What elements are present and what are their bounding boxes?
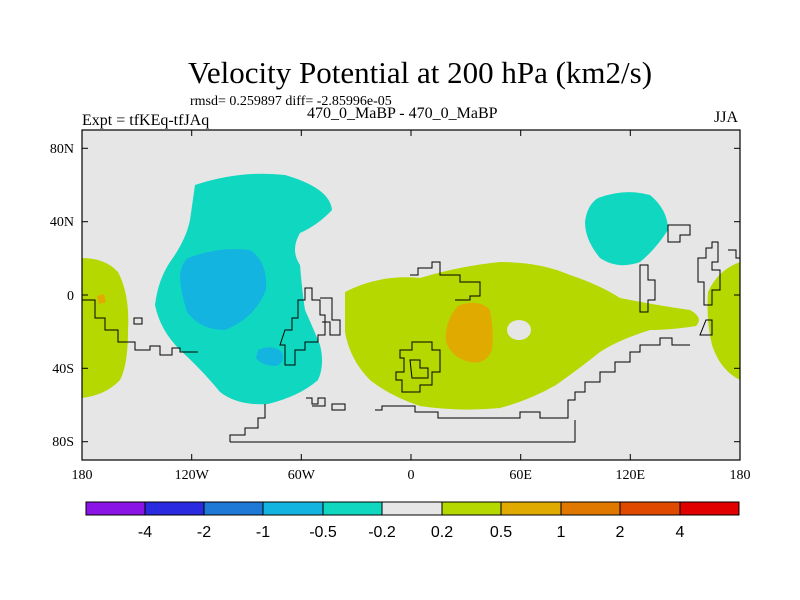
colorbar-swatch-10 [680,502,739,515]
lon-label-0: 0 [408,468,415,483]
lat-label-40n: 40N [50,215,74,230]
colorbar-label-1: -2 [197,524,211,541]
stats-line: rmsd= 0.259897 diff= -2.85996e-05 [190,94,392,109]
stronger-positive-spot [97,294,106,304]
experiment-label: Expt = tfKEq-tfJAq [82,112,210,129]
colorbar-swatch-3 [263,502,323,515]
latitude-tick-marks [82,147,740,443]
colorbar-label-9: 4 [676,524,685,541]
colorbar-swatch-4 [323,502,382,515]
colorbar-swatch-2 [204,502,263,515]
longitude-labels: 180 120W 60W 0 60E 120E 180 [72,468,751,483]
map-panel [81,129,741,461]
lon-label-180e: 180 [730,468,751,483]
colorbar-label-6: 0.5 [490,524,512,541]
stronger-negative-spot [256,347,284,366]
colorbar-label-3: -0.5 [309,524,337,541]
colorbar-label-5: 0.2 [431,524,453,541]
lon-label-60w: 60W [288,468,316,483]
colorbar-swatch-6 [442,502,501,515]
lat-label-40s: 40S [52,362,74,377]
lat-label-80s: 80S [52,435,74,450]
stronger-negative-region [180,249,267,330]
lon-label-120w: 120W [175,468,210,483]
coastline-americas [279,287,326,366]
colorbar-label-4: -0.2 [368,524,396,541]
colorbar-label-7: 1 [557,524,566,541]
lat-label-80n: 80N [50,142,74,157]
lon-label-180w: 180 [72,468,93,483]
coastline-small-island [133,317,143,325]
coastline-west [82,299,198,356]
coastline-africa [410,261,481,301]
colorbar-swatch-5 [382,502,442,515]
stronger-positive-region [445,302,493,363]
negative-region-east-asia [585,192,668,266]
colorbar-swatch-9 [620,502,680,515]
longitude-tick-marks [81,130,741,460]
colorbar-label-0: -4 [138,524,152,541]
colorbar: -4 -2 -1 -0.5 -0.2 0.2 0.5 1 2 4 [85,501,740,541]
colorbar-label-8: 2 [616,524,625,541]
coastline-south-america [320,297,341,336]
period-label: 470_0_MaBP - 470_0_MaBP [307,105,498,122]
colorbar-swatch-1 [145,502,204,515]
lat-label-0: 0 [67,289,74,304]
latitude-labels: 80N 40N 0 40S 80S [50,142,74,450]
coastline-asia [639,224,740,336]
coastline-antarctic [229,337,690,443]
positive-region-hole [507,320,531,340]
colorbar-label-2: -1 [256,524,270,541]
coastline-southern-africa [395,341,441,393]
lon-label-60e: 60E [509,468,532,483]
colorbar-swatch-8 [561,502,620,515]
map-title: Velocity Potential at 200 hPa (km2/s) [187,55,653,90]
colorbar-swatch-7 [501,502,561,515]
positive-region-east-edge [707,262,740,380]
lon-label-120e: 120E [616,468,646,483]
coastlines [82,224,740,443]
colorbar-swatch-0 [86,502,145,515]
season-label: JJA [714,109,739,126]
